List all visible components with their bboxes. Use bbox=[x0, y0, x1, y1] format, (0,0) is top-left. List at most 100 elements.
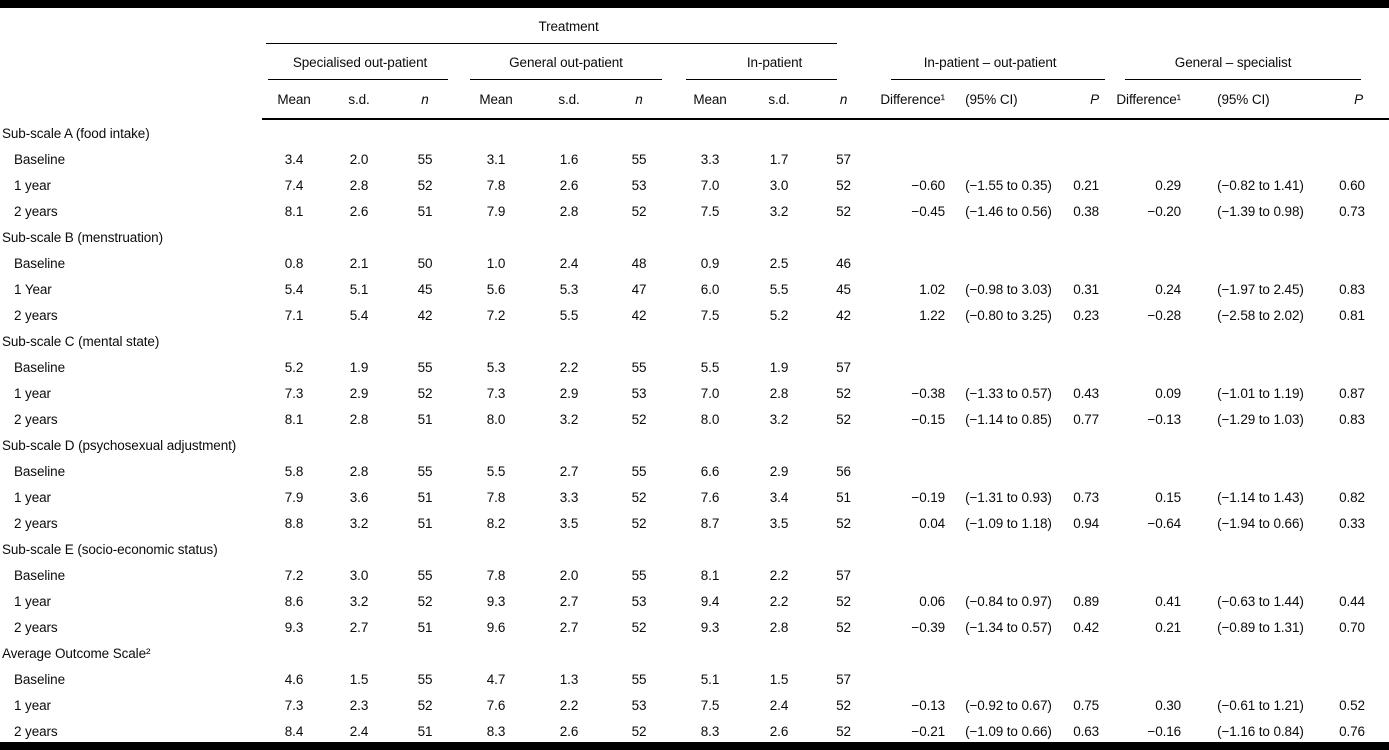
group-label: In-patient bbox=[746, 54, 803, 70]
table-cell: 6.6 bbox=[700, 463, 720, 479]
table-cell: (−1.09 to 1.18) bbox=[965, 515, 1052, 531]
table-row: 1 Year 5.4 5.1 45 5.6 5.3 47 6.0 5.5 45 1.02 (−0.98… bbox=[0, 276, 1389, 302]
table-cell: (−1.09 to 0.66) bbox=[965, 723, 1052, 739]
table-cell: 2.1 bbox=[349, 255, 369, 271]
table-cell: 55 bbox=[417, 671, 433, 687]
table-cell bbox=[951, 250, 1055, 276]
table-cell: 1.0 bbox=[486, 255, 506, 271]
section-title: Sub-scale E (socio-economic status) bbox=[2, 541, 218, 557]
table-cell: 0.76 bbox=[1339, 723, 1365, 739]
table-cell bbox=[1055, 458, 1105, 484]
table-cell: 7.8 bbox=[486, 177, 506, 193]
group-inpatient: In-patient bbox=[674, 44, 875, 80]
table-cell bbox=[1339, 458, 1389, 484]
table-cell: 57 bbox=[836, 671, 851, 687]
table-cell: 52 bbox=[417, 593, 433, 609]
table-cell: 57 bbox=[836, 151, 851, 167]
row-label: Baseline bbox=[14, 359, 65, 375]
table-cell: 0.06 bbox=[919, 593, 946, 609]
table-cell: 2.9 bbox=[769, 463, 789, 479]
section-title: Sub-scale D (psychosexual adjustment) bbox=[2, 437, 237, 453]
table-cell: 3.5 bbox=[769, 515, 789, 531]
table-cell: 47 bbox=[631, 281, 647, 297]
table-cell: 3.4 bbox=[284, 151, 304, 167]
table-cell: 55 bbox=[631, 671, 647, 687]
table-cell: 51 bbox=[417, 619, 433, 635]
group-rule bbox=[470, 79, 662, 80]
table-cell: 55 bbox=[631, 567, 647, 583]
table-cell: 2.8 bbox=[349, 177, 369, 193]
table-cell bbox=[875, 458, 951, 484]
table-cell: −0.45 bbox=[911, 203, 946, 219]
table-cell: −0.19 bbox=[911, 489, 946, 505]
table-cell: 8.3 bbox=[700, 723, 720, 739]
group-general-vs-specialist: General – specialist bbox=[1105, 44, 1389, 80]
table-cell: 3.2 bbox=[769, 411, 789, 427]
table-row: 2 years 9.3 2.7 51 9.6 2.7 52 9.3 2.8 52 −0.39 (−1.… bbox=[0, 614, 1389, 640]
table-cell: 52 bbox=[631, 489, 647, 505]
table-cell: 2.0 bbox=[349, 151, 369, 167]
group-general-outpatient: General out-patient bbox=[458, 44, 674, 80]
table-cell: 0.29 bbox=[1155, 177, 1182, 193]
row-label: Baseline bbox=[14, 151, 65, 167]
table-cell: 50 bbox=[417, 255, 433, 271]
table-cell: 9.3 bbox=[284, 619, 304, 635]
table-cell: (−1.34 to 0.57) bbox=[965, 619, 1052, 635]
table-cell: 52 bbox=[836, 411, 851, 427]
table-cell: 2.6 bbox=[769, 723, 789, 739]
table-cell: 0.73 bbox=[1073, 489, 1100, 505]
table-cell: 7.9 bbox=[284, 489, 304, 505]
table-row: Baseline 3.4 2.0 55 3.1 1.6 55 3.3 1.7 57 bbox=[0, 146, 1389, 172]
table-cell: 52 bbox=[631, 515, 647, 531]
table-cell bbox=[1055, 146, 1105, 172]
table-cell: 2.4 bbox=[769, 697, 789, 713]
table-cell: 53 bbox=[631, 385, 647, 401]
table-cell: 0.21 bbox=[1073, 177, 1100, 193]
table-cell: 3.2 bbox=[559, 411, 579, 427]
group-inpatient-vs-outpatient: In-patient – out-patient bbox=[875, 44, 1106, 80]
col-header-mean: Mean bbox=[674, 80, 746, 120]
table-cell: (−0.63 to 1.44) bbox=[1217, 593, 1304, 609]
table-row: 1 year 7.3 2.3 52 7.6 2.2 53 7.5 2.4 52 −0.13 (−0.9… bbox=[0, 692, 1389, 718]
table-cell: 55 bbox=[417, 359, 433, 375]
table-cell: 3.4 bbox=[769, 489, 789, 505]
table-cell: 52 bbox=[631, 203, 647, 219]
table-cell: 8.1 bbox=[284, 203, 304, 219]
table-cell: 0.31 bbox=[1073, 281, 1100, 297]
row-label: 1 year bbox=[14, 385, 51, 401]
table-row: 1 year 7.3 2.9 52 7.3 2.9 53 7.0 2.8 52 −0.38 (−1.3… bbox=[0, 380, 1389, 406]
table-cell bbox=[1105, 458, 1185, 484]
section-row: Sub-scale D (psychosexual adjustment) bbox=[0, 432, 1389, 458]
table-cell bbox=[1105, 666, 1185, 692]
table-cell: (−0.80 to 3.25) bbox=[965, 307, 1052, 323]
table-cell: (−1.46 to 0.56) bbox=[965, 203, 1052, 219]
col-header-p: P bbox=[1339, 80, 1389, 120]
table-cell: 7.4 bbox=[284, 177, 304, 193]
row-label: Baseline bbox=[14, 671, 65, 687]
table-cell: 0.43 bbox=[1073, 385, 1100, 401]
table-cell: 52 bbox=[631, 619, 647, 635]
table-cell: 52 bbox=[631, 411, 647, 427]
table-cell: 8.6 bbox=[284, 593, 304, 609]
table-cell: 51 bbox=[417, 489, 433, 505]
table-cell: 9.3 bbox=[700, 619, 720, 635]
table-cell: 52 bbox=[417, 385, 433, 401]
table-cell: 2.6 bbox=[559, 177, 579, 193]
group-rule bbox=[686, 79, 838, 80]
group-label: Specialised out-patient bbox=[292, 54, 428, 70]
col-header-n: n bbox=[604, 80, 674, 120]
table-cell: −0.15 bbox=[911, 411, 946, 427]
table-cell bbox=[1105, 562, 1185, 588]
table-cell: 7.6 bbox=[700, 489, 720, 505]
table-cell: 0.73 bbox=[1339, 203, 1365, 219]
table-cell: −0.64 bbox=[1147, 515, 1182, 531]
group-rule bbox=[1125, 79, 1362, 80]
table-cell bbox=[875, 354, 951, 380]
table-cell bbox=[1105, 354, 1185, 380]
table-cell: 52 bbox=[836, 723, 851, 739]
col-header-n: n bbox=[812, 80, 876, 120]
table-cell: 3.2 bbox=[349, 515, 369, 531]
table-cell: 2.2 bbox=[559, 697, 579, 713]
section-row: Sub-scale E (socio-economic status) bbox=[0, 536, 1389, 562]
table-cell: 2.4 bbox=[349, 723, 369, 739]
